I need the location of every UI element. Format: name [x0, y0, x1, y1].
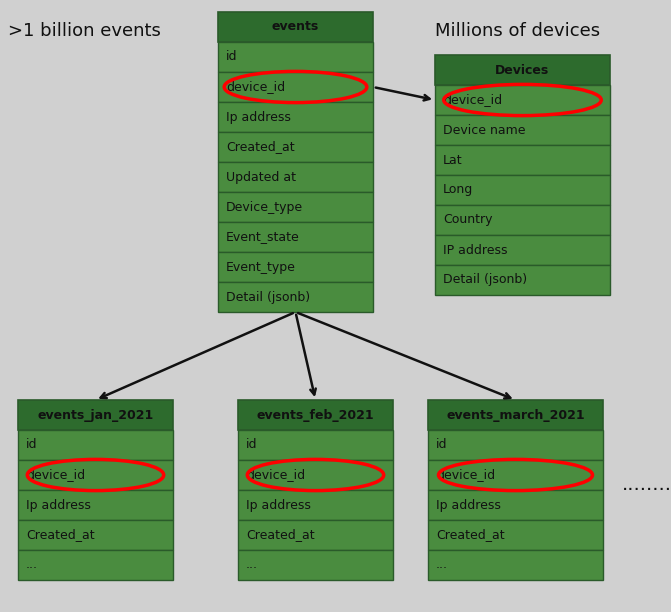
Bar [238, 490, 393, 520]
Text: id: id [226, 51, 238, 64]
Text: Long: Long [443, 184, 473, 196]
Bar [238, 400, 393, 430]
Text: Ip address: Ip address [26, 499, 91, 512]
Bar [428, 520, 603, 550]
Bar [18, 520, 173, 550]
Text: Created_at: Created_at [226, 141, 295, 154]
Text: Detail (jsonb): Detail (jsonb) [443, 274, 527, 286]
Bar [435, 205, 610, 235]
Bar [18, 430, 173, 460]
Bar [428, 400, 603, 430]
Bar [428, 550, 603, 580]
Text: id: id [26, 439, 38, 452]
Bar [435, 85, 610, 115]
Bar [238, 550, 393, 580]
Text: .........: ......... [622, 475, 671, 494]
Text: Detail (jsonb): Detail (jsonb) [226, 291, 310, 304]
Text: Ip address: Ip address [436, 499, 501, 512]
Text: ...: ... [246, 559, 258, 572]
Text: Millions of devices: Millions of devices [435, 22, 600, 40]
Text: Device_type: Device_type [226, 201, 303, 214]
Bar [435, 175, 610, 205]
Text: Updated at: Updated at [226, 171, 296, 184]
Text: Created_at: Created_at [26, 529, 95, 542]
Bar [18, 460, 173, 490]
Bar [218, 222, 373, 252]
Text: ...: ... [436, 559, 448, 572]
Text: device_id: device_id [226, 81, 285, 94]
Text: ...: ... [26, 559, 38, 572]
Text: device_id: device_id [443, 94, 502, 106]
Text: Ip address: Ip address [246, 499, 311, 512]
Text: >1 billion events: >1 billion events [8, 22, 161, 40]
Bar [238, 430, 393, 460]
Text: device_id: device_id [436, 469, 495, 482]
Text: Ip address: Ip address [226, 111, 291, 124]
Bar [218, 192, 373, 222]
Text: Event_state: Event_state [226, 231, 300, 244]
Text: Device name: Device name [443, 124, 525, 136]
Bar [218, 12, 373, 42]
Text: id: id [436, 439, 448, 452]
Bar [435, 235, 610, 265]
Text: IP address: IP address [443, 244, 507, 256]
Text: events_jan_2021: events_jan_2021 [38, 408, 154, 422]
Text: events: events [272, 20, 319, 34]
Bar [435, 145, 610, 175]
Text: id: id [246, 439, 258, 452]
Bar [18, 550, 173, 580]
Text: Created_at: Created_at [436, 529, 505, 542]
Text: Created_at: Created_at [246, 529, 315, 542]
Bar [218, 252, 373, 282]
Text: events_march_2021: events_march_2021 [446, 408, 585, 422]
Bar [218, 162, 373, 192]
Bar [18, 400, 173, 430]
Bar [428, 430, 603, 460]
Bar [428, 460, 603, 490]
Text: device_id: device_id [26, 469, 85, 482]
Bar [238, 520, 393, 550]
Bar [18, 490, 173, 520]
Text: events_feb_2021: events_feb_2021 [257, 408, 374, 422]
Bar [218, 102, 373, 132]
Text: Event_type: Event_type [226, 261, 296, 274]
Bar [428, 490, 603, 520]
Text: Devices: Devices [495, 64, 550, 76]
Bar [218, 72, 373, 102]
Bar [218, 132, 373, 162]
Bar [218, 42, 373, 72]
Bar [435, 265, 610, 295]
Text: device_id: device_id [246, 469, 305, 482]
Bar [238, 460, 393, 490]
Bar [435, 55, 610, 85]
Text: Country: Country [443, 214, 493, 226]
Bar [218, 282, 373, 312]
Text: Lat: Lat [443, 154, 462, 166]
Bar [435, 115, 610, 145]
